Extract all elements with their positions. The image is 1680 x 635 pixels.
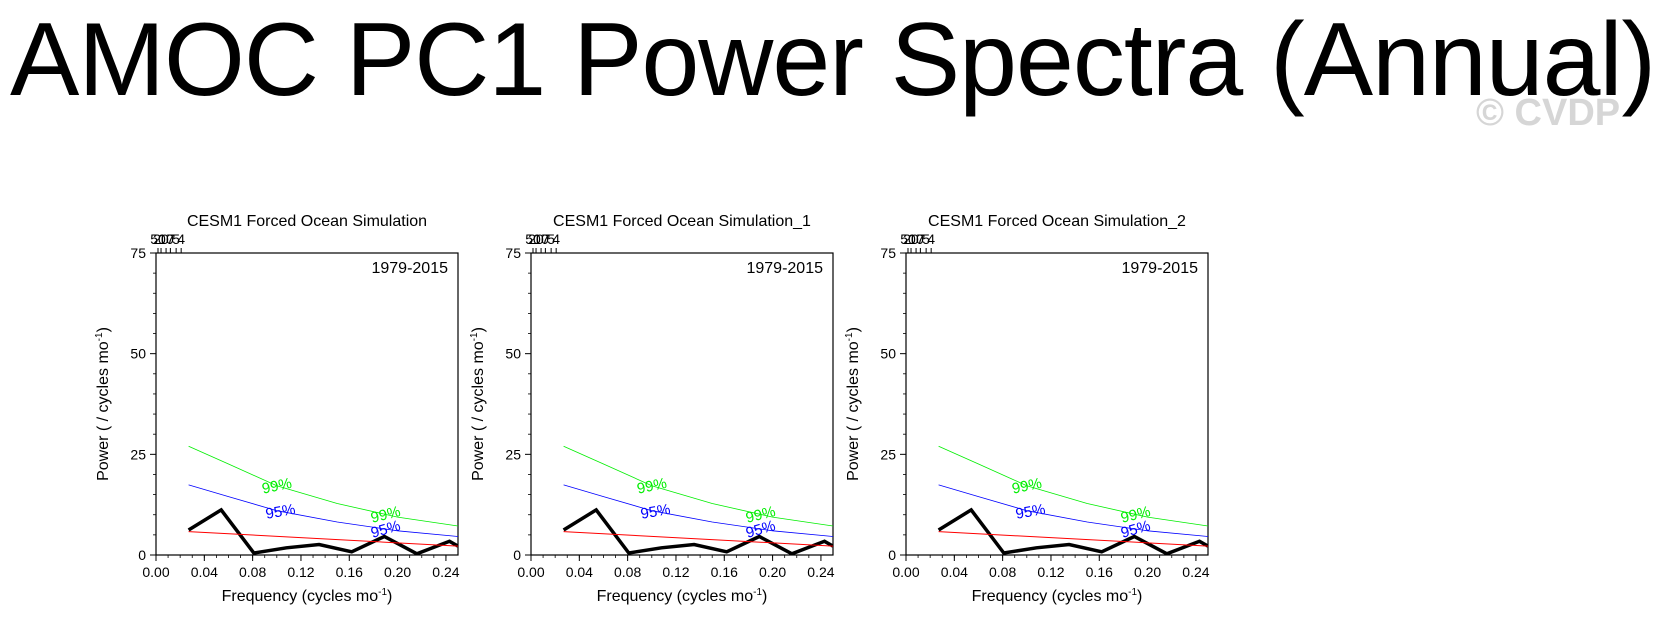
ci95-label: 95% [639, 501, 672, 523]
y-tick-label: 25 [880, 446, 896, 462]
ci95-line [188, 484, 458, 537]
period-label: 1979-2015 [1121, 260, 1198, 277]
x-tick-label: 0.24 [1182, 564, 1209, 580]
x-tick-label: 0.04 [941, 564, 968, 580]
ci95-line [938, 484, 1208, 537]
y-axis-label: Power ( / cycles mo-1) [94, 327, 112, 481]
top-tick-label: 50 [150, 231, 166, 247]
ci99-label: 99% [260, 475, 293, 498]
y-tick-label: 50 [505, 346, 521, 362]
series-lines [187, 445, 458, 555]
y-tick-label: 75 [130, 245, 146, 261]
red-noise-line [563, 531, 833, 547]
period-label: 1979-2015 [371, 260, 448, 277]
top-tick-label: 10 [533, 231, 549, 247]
y-axis-label: Power ( / cycles mo-1) [844, 327, 862, 481]
x-axis-label: Frequency (cycles mo-1) [972, 587, 1143, 605]
x-tick-label: 0.00 [517, 564, 544, 580]
x-tick-label: 0.08 [989, 564, 1016, 580]
x-tick-label: 0.08 [239, 564, 266, 580]
ci99-line [188, 445, 458, 527]
top-tick-label: 20 [528, 231, 544, 247]
top-tick-label: 7 [541, 231, 549, 247]
plot-frame [905, 252, 1209, 556]
ci95-label: 95% [264, 501, 297, 523]
y-tick-label: 50 [880, 346, 896, 362]
panel-title: CESM1 Forced Ocean Simulation_1 [553, 213, 811, 230]
ci99-line [938, 445, 1208, 527]
period-label: 1979-2015 [746, 260, 823, 277]
y-tick-label: 25 [505, 446, 521, 462]
spectrum-line [562, 507, 833, 555]
y-tick-label: 75 [880, 245, 896, 261]
ci99-label: 99% [744, 503, 777, 527]
plot-frame [155, 252, 459, 556]
x-axis-label: Frequency (cycles mo-1) [222, 587, 393, 605]
ci95-label: 95% [1014, 501, 1047, 523]
panel-title: CESM1 Forced Ocean Simulation [187, 213, 427, 230]
red-noise-line [188, 531, 458, 547]
watermark: © CVDP [1476, 92, 1621, 134]
y-axis-label: Power ( / cycles mo-1) [469, 327, 487, 481]
x-tick-label: 0.20 [759, 564, 786, 580]
top-tick-label: 4 [927, 231, 935, 247]
top-tick-label: 50 [900, 231, 916, 247]
x-axis-label: Frequency (cycles mo-1) [597, 587, 768, 605]
top-tick-label: 20 [903, 231, 919, 247]
plot-frame [530, 252, 834, 556]
spectrum-line [937, 507, 1208, 555]
top-tick-label: 5 [547, 231, 555, 247]
panel-title: CESM1 Forced Ocean Simulation_2 [928, 213, 1186, 230]
y-tick-label: 0 [513, 547, 521, 563]
x-tick-label: 0.16 [1086, 564, 1113, 580]
x-tick-label: 0.24 [807, 564, 834, 580]
x-tick-label: 0.12 [1037, 564, 1064, 580]
page-title: AMOC PC1 Power Spectra (Annual) [10, 2, 1656, 118]
spectrum-panel-2: 0.00 0.04 0.08 0.12 0.16 0.20 0.24025507550201… [469, 213, 835, 605]
top-tick-label: 5 [172, 231, 180, 247]
top-tick-label: 50 [525, 231, 541, 247]
top-tick-label: 20 [153, 231, 169, 247]
ci99-label: 99% [1119, 503, 1152, 527]
series-lines [937, 445, 1208, 555]
x-tick-label: 0.12 [287, 564, 314, 580]
y-tick-label: 25 [130, 446, 146, 462]
y-tick-label: 0 [138, 547, 146, 563]
ci95-line [563, 484, 833, 537]
y-tick-label: 0 [888, 547, 896, 563]
ci99-line [563, 445, 833, 527]
spectrum-panel-3: 0.00 0.04 0.08 0.12 0.16 0.20 0.24025507550201… [844, 213, 1210, 605]
y-tick-label: 50 [130, 346, 146, 362]
top-tick-label: 7 [166, 231, 174, 247]
top-tick-label: 5 [922, 231, 930, 247]
ci99-label: 99% [635, 475, 668, 498]
y-tick-label: 75 [505, 245, 521, 261]
x-tick-label: 0.16 [711, 564, 738, 580]
spectrum-line [187, 507, 458, 555]
top-tick-label: 7 [916, 231, 924, 247]
ci99-label: 99% [1010, 475, 1043, 498]
x-tick-label: 0.00 [892, 564, 919, 580]
x-tick-label: 0.04 [191, 564, 218, 580]
x-tick-label: 0.08 [614, 564, 641, 580]
ci99-label: 99% [369, 503, 402, 527]
top-tick-label: 10 [908, 231, 924, 247]
x-tick-label: 0.16 [336, 564, 363, 580]
top-tick-label: 10 [158, 231, 174, 247]
x-tick-label: 0.04 [566, 564, 593, 580]
top-tick-label: 4 [552, 231, 560, 247]
x-tick-label: 0.20 [1134, 564, 1161, 580]
top-tick-label: 4 [177, 231, 185, 247]
x-tick-label: 0.20 [384, 564, 411, 580]
x-tick-label: 0.12 [662, 564, 689, 580]
x-tick-label: 0.24 [432, 564, 459, 580]
x-tick-label: 0.00 [142, 564, 169, 580]
red-noise-line [938, 531, 1208, 547]
spectrum-panel-1: 0.00 0.04 0.08 0.12 0.16 0.20 0.24025507550201… [94, 213, 460, 605]
series-lines [562, 445, 833, 555]
